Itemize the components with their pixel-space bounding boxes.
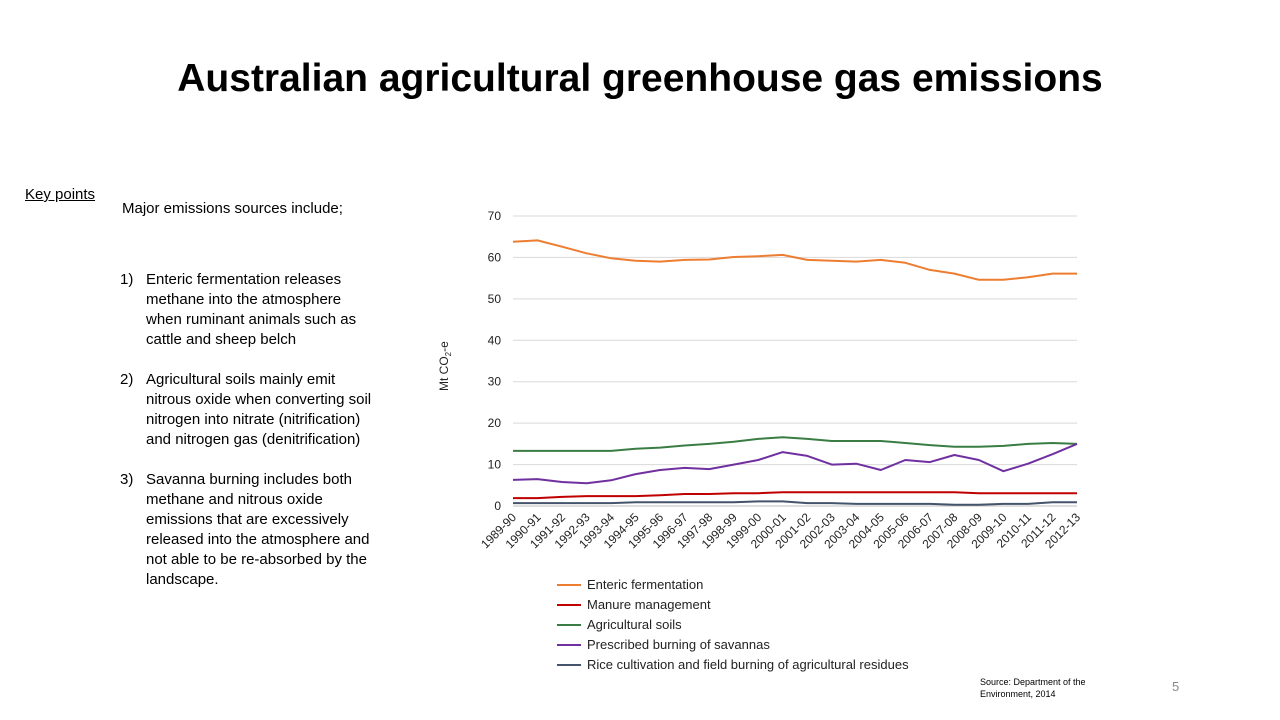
- key-point-number: 3): [120, 471, 134, 488]
- key-point-text: Savanna burning includes both methane an…: [146, 471, 370, 588]
- legend-label: Prescribed burning of savannas: [587, 637, 770, 652]
- key-point-number: 1): [120, 271, 134, 288]
- legend-label: Rice cultivation and field burning of ag…: [587, 657, 909, 672]
- key-point-number: 2): [120, 371, 134, 388]
- source-note: Source: Department of the Environment, 2…: [980, 677, 1086, 699]
- y-tick-label: 20: [488, 416, 502, 430]
- key-points-label: Key points: [25, 186, 96, 203]
- y-tick-label: 60: [488, 250, 502, 264]
- y-tick-label: 50: [488, 292, 502, 306]
- y-tick-label: 40: [488, 333, 502, 347]
- legend-label: Manure management: [587, 597, 711, 612]
- key-point-text: Enteric fermentation releases methane in…: [146, 271, 357, 348]
- emissions-line-chart: 0102030405060701989-901990-911991-921992…: [437, 209, 1083, 672]
- intro-text: Major emissions sources include;: [122, 200, 343, 217]
- key-points-list: 1) Enteric fermentation releases methane…: [120, 270, 375, 610]
- key-point-3: 3) Savanna burning includes both methane…: [120, 470, 375, 590]
- series-line: [513, 491, 1077, 500]
- y-tick-label: 0: [494, 499, 501, 513]
- legend-label: Agricultural soils: [587, 617, 682, 632]
- series-line: [513, 436, 1078, 452]
- y-tick-label: 10: [488, 458, 502, 472]
- key-point-text: Agricultural soils mainly emit nitrous o…: [146, 371, 372, 448]
- legend-label: Enteric fermentation: [587, 577, 703, 592]
- y-tick-label: 70: [488, 209, 502, 223]
- key-point-2: 2) Agricultural soils mainly emit nitrou…: [120, 370, 375, 450]
- series-line: [513, 500, 1077, 506]
- series-line: [512, 239, 1077, 281]
- key-point-1: 1) Enteric fermentation releases methane…: [120, 270, 375, 350]
- page-number: 5: [1172, 679, 1180, 694]
- y-axis-label: Mt CO2-e: [437, 341, 453, 391]
- series-line: [512, 442, 1078, 485]
- slide-title: Australian agricultural greenhouse gas e…: [177, 57, 1103, 100]
- y-tick-label: 30: [488, 375, 502, 389]
